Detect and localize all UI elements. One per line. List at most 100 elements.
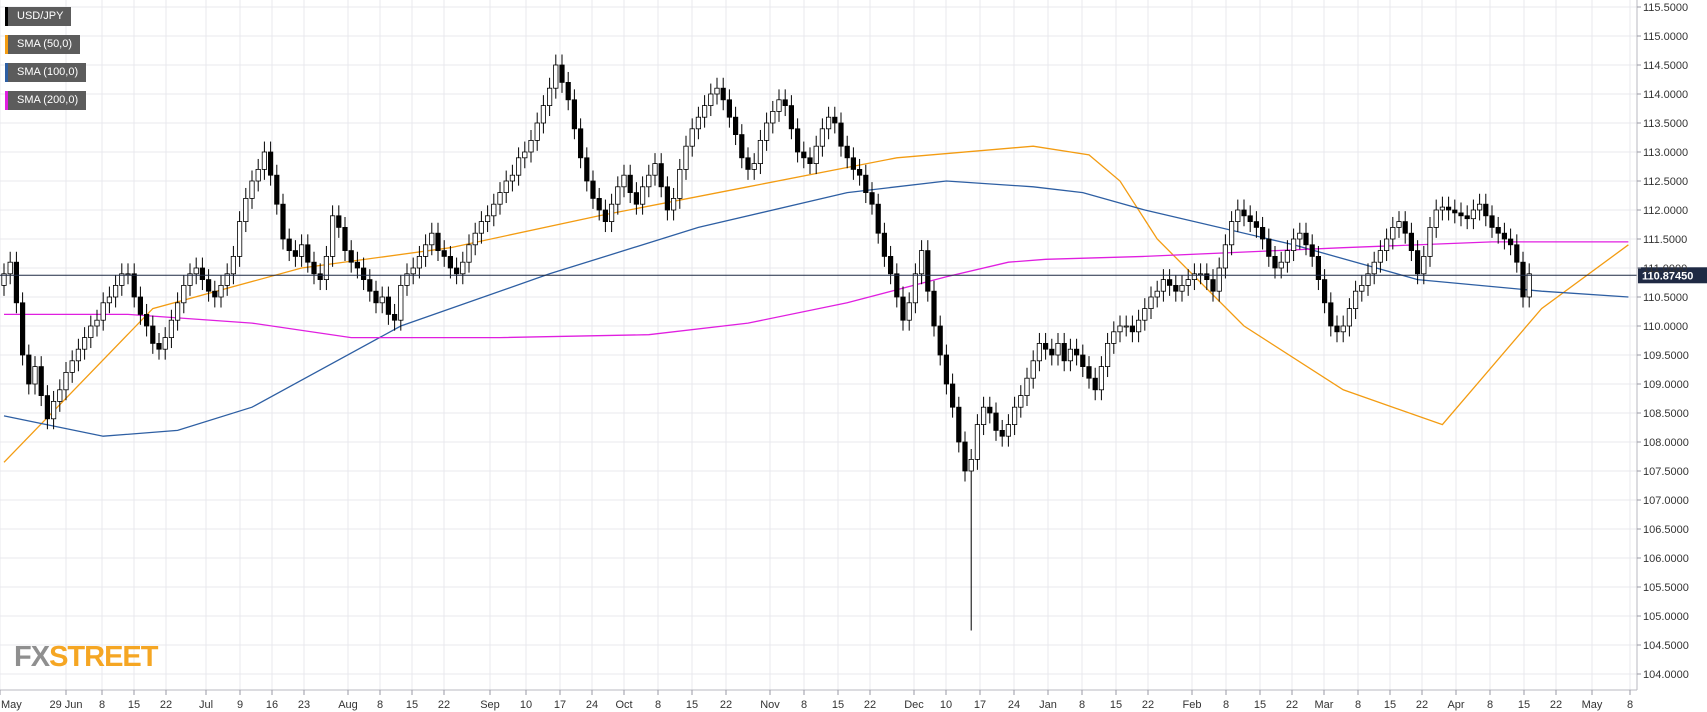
- price-candles: [1, 54, 1532, 631]
- legend-label-sma200: SMA (200,0): [17, 94, 79, 106]
- candle-body: [1098, 366, 1104, 391]
- candle-body: [863, 174, 869, 193]
- y-tick-label: 111.5000: [1643, 234, 1687, 246]
- x-tick-label: 22: [1286, 699, 1298, 711]
- y-tick-label: 105.0000: [1643, 611, 1689, 623]
- candle-body: [193, 267, 199, 275]
- candle-body: [466, 244, 472, 263]
- x-tick-label: Apr: [1447, 699, 1464, 711]
- candle-body: [1514, 244, 1520, 263]
- candle-body: [714, 87, 720, 95]
- candle-body: [119, 273, 125, 286]
- candle-body: [1154, 290, 1160, 298]
- candle-body: [1470, 209, 1476, 220]
- y-tick-label: 106.5000: [1643, 524, 1689, 536]
- candle-body: [1297, 232, 1303, 240]
- candle-body: [311, 261, 317, 275]
- candle-body: [1272, 255, 1278, 269]
- x-tick-label: 17: [974, 699, 986, 711]
- x-tick-label: 15: [832, 699, 844, 711]
- legend-swatch-sma100: [5, 63, 8, 82]
- candle-body: [391, 313, 398, 321]
- candle-body: [695, 116, 702, 130]
- candle-body: [379, 296, 385, 304]
- candle-body: [51, 400, 57, 420]
- candle-body: [503, 180, 509, 194]
- x-tick-label: 15: [1254, 699, 1266, 711]
- candle-body: [1055, 342, 1061, 356]
- candle-body: [243, 197, 249, 222]
- candle-body: [590, 180, 596, 199]
- candle-body: [199, 267, 205, 281]
- x-tick-label: May: [1582, 699, 1603, 711]
- candle-body: [981, 406, 987, 426]
- candle-body: [1092, 377, 1098, 391]
- candle-body: [1359, 284, 1365, 292]
- candle-body: [429, 232, 435, 246]
- candle-body: [627, 174, 633, 193]
- candle-body: [1247, 215, 1253, 223]
- candle-body: [739, 134, 745, 159]
- legend-item-usdjpy[interactable]: USD/JPY: [5, 7, 72, 26]
- y-tick-label: 105.5000: [1643, 582, 1689, 594]
- candle-body: [1427, 226, 1433, 257]
- legend-item-sma50[interactable]: SMA (50,0): [5, 35, 81, 54]
- current-price-label: 110.87450: [1642, 270, 1693, 282]
- candle-body: [1458, 212, 1464, 217]
- candle-body: [1315, 255, 1321, 280]
- y-tick-label: 115.5000: [1643, 2, 1688, 14]
- legend-item-sma100[interactable]: SMA (100,0): [5, 63, 87, 82]
- candle-body: [956, 406, 962, 443]
- candle-body: [559, 64, 565, 83]
- candle-body: [274, 174, 280, 205]
- candle-body: [1346, 308, 1352, 327]
- candle-body: [1260, 226, 1266, 240]
- candle-body: [385, 296, 392, 315]
- candle-body: [912, 273, 919, 304]
- candle-body: [336, 215, 342, 228]
- candle-body: [1235, 209, 1241, 223]
- legend-item-sma200[interactable]: SMA (200,0): [5, 91, 87, 110]
- y-tick-label: 114.5000: [1643, 60, 1688, 72]
- candle-body: [410, 267, 416, 275]
- candle-body: [782, 99, 788, 107]
- candle-body: [218, 284, 224, 298]
- x-tick-label: Aug: [338, 699, 358, 711]
- candle-body: [150, 325, 156, 344]
- fxstreet-logo: FXSTREET: [14, 640, 158, 674]
- candle-body: [38, 366, 44, 397]
- candle-body: [850, 157, 857, 170]
- candle-body: [1464, 215, 1470, 220]
- y-tick-label: 110.0000: [1643, 321, 1688, 333]
- candle-body: [640, 186, 646, 205]
- legend-swatch-usdjpy: [5, 7, 8, 26]
- candle-body: [298, 244, 305, 257]
- candle-body: [509, 174, 516, 182]
- x-tick-label: 22: [1550, 699, 1562, 711]
- candle-body: [1328, 302, 1334, 327]
- candle-body: [571, 99, 578, 130]
- candle-body: [1266, 238, 1272, 257]
- candle-body: [174, 302, 181, 321]
- candle-body: [1080, 354, 1086, 368]
- candle-body: [1179, 284, 1185, 292]
- candle-body: [689, 128, 695, 147]
- x-tick-label: Mar: [1315, 699, 1334, 711]
- candle-body: [906, 302, 912, 321]
- candle-body: [1278, 261, 1284, 269]
- candle-body: [453, 267, 460, 275]
- candle-body: [162, 337, 168, 350]
- y-tick-label: 108.5000: [1643, 408, 1689, 420]
- x-tick-label: 15: [128, 699, 140, 711]
- candle-body: [13, 261, 19, 304]
- candle-body: [491, 203, 497, 217]
- candle-body: [813, 145, 819, 164]
- candle-body: [447, 255, 454, 269]
- candle-body: [1036, 342, 1042, 362]
- candle-body: [1365, 273, 1371, 286]
- candle-body: [999, 429, 1005, 437]
- candle-body: [1291, 238, 1297, 252]
- x-tick-label: 22: [438, 699, 450, 711]
- x-tick-label: 22: [720, 699, 732, 711]
- candle-body: [1198, 273, 1204, 276]
